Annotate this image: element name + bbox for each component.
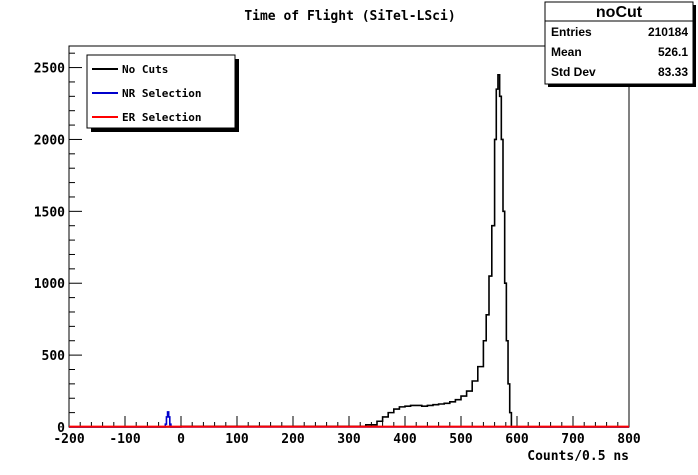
legend-label-nr-selection: NR Selection xyxy=(122,87,201,100)
x-tick-label: -100 xyxy=(109,432,140,447)
legend-label-no-cuts: No Cuts xyxy=(122,63,168,76)
x-tick-label: 0 xyxy=(177,432,185,447)
legend: No Cuts NR Selection ER Selection xyxy=(86,54,239,132)
x-tick-label: 400 xyxy=(393,432,417,447)
series-no-cuts-line xyxy=(69,73,629,428)
x-tick-label: 600 xyxy=(505,432,529,447)
stats-box-name: noCut xyxy=(596,4,643,21)
x-tick-label: 500 xyxy=(449,432,473,447)
chart-title: Time of Flight (SiTel-LSci) xyxy=(244,9,455,24)
x-tick-label: 100 xyxy=(225,432,249,447)
stats-entries-value: 210184 xyxy=(648,25,688,39)
y-tick-label: 2000 xyxy=(34,133,65,148)
legend-box xyxy=(86,54,236,129)
stats-stddev-value: 83.33 xyxy=(658,65,688,79)
x-tick-label: 300 xyxy=(337,432,361,447)
x-tick-label: 700 xyxy=(561,432,585,447)
x-tick-label: 800 xyxy=(617,432,641,447)
y-tick-label: 500 xyxy=(42,349,66,364)
x-tick-label: -200 xyxy=(53,432,84,447)
y-tick-label: 0 xyxy=(57,421,65,436)
y-tick-label: 1500 xyxy=(34,205,65,220)
y-tick-label: 2500 xyxy=(34,62,65,77)
stats-entries-label: Entries xyxy=(551,25,592,39)
stats-box: noCut Entries 210184 Mean 526.1 Std Dev … xyxy=(544,1,696,87)
series-layer xyxy=(69,73,629,428)
y-tick-label: 1000 xyxy=(34,277,65,292)
x-tick-label: 200 xyxy=(281,432,305,447)
stats-mean-value: 526.1 xyxy=(658,45,688,59)
stats-box-frame xyxy=(544,1,694,85)
x-axis-label: Counts/0.5 ns xyxy=(527,449,629,464)
legend-label-er-selection: ER Selection xyxy=(122,111,201,124)
stats-stddev-label: Std Dev xyxy=(551,65,596,79)
stats-mean-label: Mean xyxy=(551,45,582,59)
